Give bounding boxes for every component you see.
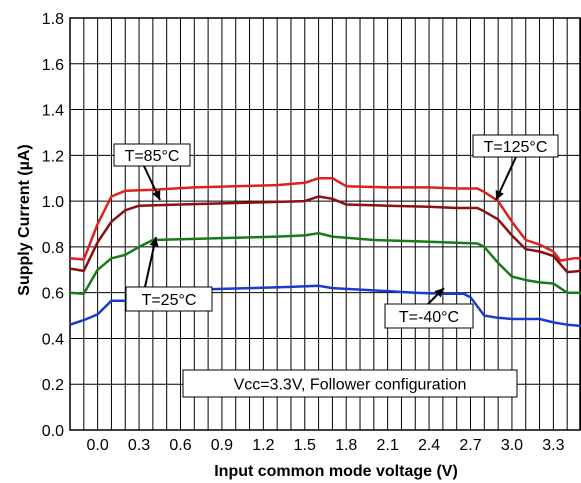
annotation-arrowhead-t25 xyxy=(149,237,159,247)
y-tick-label: 0.6 xyxy=(42,286,64,303)
annotation-label-vcc: Vcc=3.3V, Follower configuration xyxy=(234,377,467,394)
series-line-1 xyxy=(69,195,581,274)
annotation-box-t85 xyxy=(113,143,191,167)
y-tick-label: 1.6 xyxy=(42,57,64,74)
x-tick-label: 2.4 xyxy=(418,437,440,454)
x-tick-label: 1.5 xyxy=(294,437,316,454)
series-line-2 xyxy=(69,231,581,296)
annotation-arrowhead-tm40 xyxy=(434,288,444,298)
annotation-label-tm40: T=-40°C xyxy=(399,309,459,326)
series-line-3 xyxy=(69,284,581,328)
x-tick-label: 0.9 xyxy=(211,437,233,454)
annotation-box-vcc xyxy=(182,369,518,398)
annotation-box-t25 xyxy=(125,286,213,312)
y-tick-label: 0.2 xyxy=(42,377,64,394)
y-tick-label: 0.4 xyxy=(42,331,64,348)
annotation-arrowhead-t125 xyxy=(495,189,504,200)
annotation-label-t85: T=85°C xyxy=(125,148,180,165)
annotations: T=85°C T=125°C T=25°C T=-40°C Vcc=3.3V, Foll… xyxy=(113,134,559,398)
plot-frame xyxy=(69,17,581,431)
x-tick-label: 0.3 xyxy=(128,437,150,454)
annotation-arrowhead-t85 xyxy=(152,189,161,200)
x-tick-label: 0.6 xyxy=(169,437,191,454)
y-tick-label: 1.8 xyxy=(42,11,64,28)
series-lines xyxy=(69,176,581,328)
series-line-0 xyxy=(69,176,581,262)
x-tick-label: 1.8 xyxy=(335,437,357,454)
x-axis-label: Input common mode voltage (V) xyxy=(214,463,458,480)
x-tick-label: 1.2 xyxy=(252,437,274,454)
x-tick-label: 2.1 xyxy=(377,437,399,454)
y-axis-label: Supply Current (µA) xyxy=(16,144,33,295)
annotation-box-tm40 xyxy=(384,303,474,329)
tick-labels: 0.0 0.2 0.4 0.6 0.8 1.0 1.2 1.4 1.6 1.8 0.0 0.3 0.6 0… xyxy=(42,11,565,454)
x-tick-label: 2.7 xyxy=(459,437,481,454)
y-tick-label: 1.2 xyxy=(42,148,64,165)
x-tick-label: 3.3 xyxy=(542,437,564,454)
y-tick-label: 0.0 xyxy=(42,423,64,440)
annotation-label-t125: T=125°C xyxy=(484,139,548,156)
y-tick-label: 1.0 xyxy=(42,194,64,211)
annotation-label-t25: T=25°C xyxy=(142,292,197,309)
y-tick-label: 0.8 xyxy=(42,240,64,257)
y-tick-label: 1.4 xyxy=(42,103,64,120)
x-tick-label: 0.0 xyxy=(86,437,108,454)
x-tick-label: 3.0 xyxy=(501,437,523,454)
